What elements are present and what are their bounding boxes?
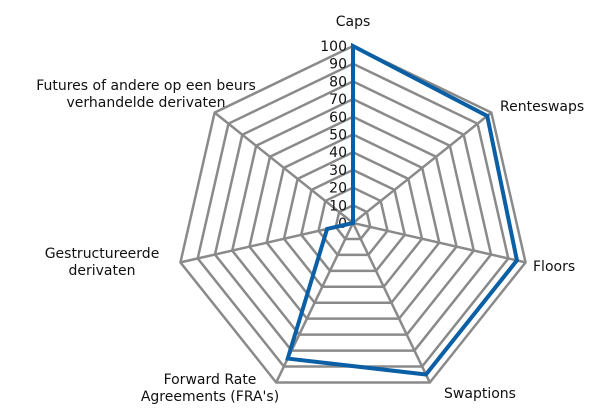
grid-ring (282, 150, 424, 289)
r-tick-label: 80 (329, 74, 347, 90)
spoke (351, 222, 431, 384)
grid-ring (299, 168, 407, 273)
r-tick-label: 100 (320, 39, 347, 55)
grid-ring (334, 203, 372, 241)
category-label: Futures of andere op een beurs verhandel… (36, 78, 256, 111)
r-tick-label: 30 (329, 163, 347, 179)
grid-ring (248, 115, 458, 320)
category-label: Forward Rate Agreements (FRA's) (140, 372, 280, 405)
r-tick-label: 50 (329, 128, 347, 144)
r-tick-label: 70 (329, 92, 347, 108)
category-label: Renteswaps (500, 99, 585, 115)
grid-ring (317, 186, 389, 257)
grid-ring (179, 44, 527, 384)
spoke (352, 111, 493, 224)
r-tick-label: 90 (329, 57, 347, 73)
spoke (180, 221, 354, 264)
grid-ring (265, 133, 441, 304)
category-label: Swaptions (444, 386, 516, 402)
spoke (213, 111, 354, 224)
series-line (285, 42, 520, 377)
category-label: Caps (335, 14, 371, 30)
category-label: Gestructureerde derivaten (44, 246, 160, 279)
category-label: Floors (533, 259, 576, 275)
grid-ring (213, 80, 493, 352)
r-tick-label: 40 (329, 145, 347, 161)
r-tick-label: 10 (329, 198, 347, 214)
grid-ring (230, 97, 476, 336)
spoke (352, 221, 526, 264)
r-tick-label: 60 (329, 110, 347, 126)
r-tick-label: 20 (329, 181, 347, 197)
